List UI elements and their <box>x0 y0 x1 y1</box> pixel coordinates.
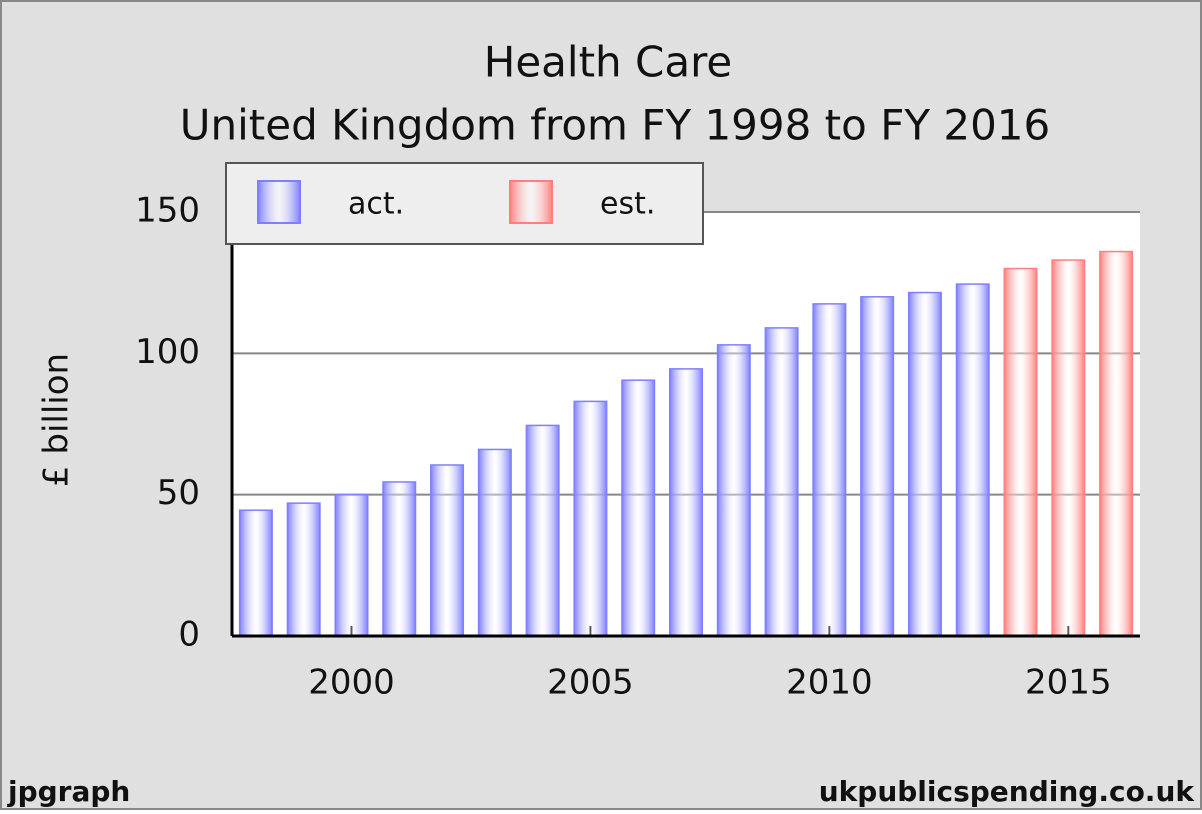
x-tick-label: 2015 <box>1025 663 1112 703</box>
footer-left: jpgraph <box>7 775 130 808</box>
chart-title: Health Care <box>484 38 733 87</box>
x-tick-label: 2005 <box>547 663 634 703</box>
y-tick-label: 50 <box>157 473 200 513</box>
bar <box>669 368 703 637</box>
bar <box>238 509 273 637</box>
bar <box>1003 267 1038 637</box>
bar <box>1051 259 1086 637</box>
x-tick-label: 2000 <box>308 663 395 703</box>
legend-box <box>225 162 704 245</box>
bar <box>860 296 895 637</box>
legend-swatch <box>509 180 553 224</box>
legend-swatch <box>257 180 301 224</box>
bar <box>286 502 321 637</box>
footer-right: ukpublicspending.co.uk <box>819 775 1196 808</box>
bar <box>1099 250 1134 637</box>
y-tick-label: 0 <box>178 615 200 655</box>
bar <box>716 344 751 637</box>
bar <box>764 327 799 637</box>
legend-label: est. <box>600 187 655 222</box>
legend-label: act. <box>348 187 404 222</box>
bar <box>812 303 847 637</box>
chart-subtitle: United Kingdom from FY 1998 to FY 2016 <box>180 101 1051 150</box>
bar <box>477 448 512 637</box>
bar <box>573 400 608 637</box>
y-tick-label: 100 <box>135 332 200 372</box>
bar <box>621 379 656 637</box>
legend: act. est. <box>225 162 704 245</box>
bar <box>430 464 465 637</box>
bar <box>382 481 417 637</box>
bar <box>955 283 990 637</box>
bar <box>907 291 942 637</box>
y-tick-label: 150 <box>135 191 200 231</box>
x-tick-label: 2010 <box>786 663 873 703</box>
y-axis-label: £ billion <box>37 353 77 487</box>
bar <box>334 493 369 637</box>
bar <box>525 424 560 637</box>
